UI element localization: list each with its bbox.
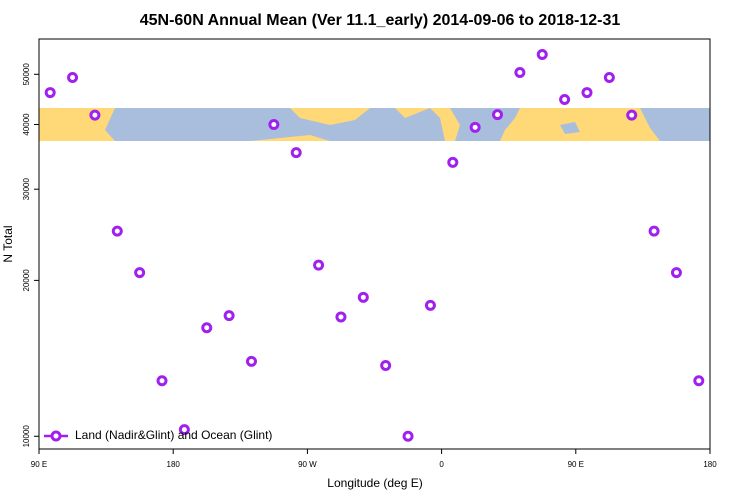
point — [469, 121, 481, 133]
map-band — [39, 108, 710, 141]
point — [290, 147, 302, 159]
x-tick-label: 90 E — [568, 460, 584, 469]
point — [245, 355, 257, 367]
point — [670, 267, 682, 279]
y-tick-label: 30000 — [22, 178, 31, 201]
point — [626, 109, 638, 121]
y-tick-label: 50000 — [22, 63, 31, 86]
point — [178, 424, 190, 436]
point — [447, 156, 459, 168]
y-tick-label: 20000 — [22, 269, 31, 292]
map-ocean — [640, 108, 710, 141]
point — [514, 67, 526, 79]
point — [581, 87, 593, 99]
y-tick-label: 10000 — [22, 425, 31, 448]
x-tick-label: 180 — [703, 460, 717, 469]
point — [89, 109, 101, 121]
point — [380, 359, 392, 371]
legend-label: Land (Nadir&Glint) and Ocean (Glint) — [75, 428, 272, 442]
plot-frame — [38, 38, 711, 450]
point — [693, 375, 705, 387]
chart-title: 45N-60N Annual Mean (Ver 11.1_early) 201… — [140, 12, 621, 29]
legend-swatch — [50, 430, 62, 442]
x-tick-label: 90 W — [298, 460, 317, 469]
point — [44, 87, 56, 99]
point — [603, 71, 615, 83]
point — [111, 225, 123, 237]
point — [402, 430, 414, 442]
point — [536, 49, 548, 61]
y-axis-label: N Total — [1, 225, 15, 262]
point — [156, 375, 168, 387]
x-tick-label: 0 — [439, 460, 444, 469]
point — [134, 267, 146, 279]
point — [223, 310, 235, 322]
y-tick-label: 40000 — [22, 113, 31, 136]
point — [313, 259, 325, 271]
map-ocean — [560, 122, 580, 134]
point — [424, 299, 436, 311]
point — [492, 109, 504, 121]
point — [559, 94, 571, 106]
point — [648, 225, 660, 237]
point — [357, 291, 369, 303]
x-tick-label: 180 — [167, 460, 181, 469]
x-axis-label: Longitude (deg E) — [327, 476, 422, 490]
point — [268, 118, 280, 130]
x-tick-label: 90 E — [31, 460, 47, 469]
point — [335, 311, 347, 323]
point — [201, 322, 213, 334]
point — [67, 71, 79, 83]
